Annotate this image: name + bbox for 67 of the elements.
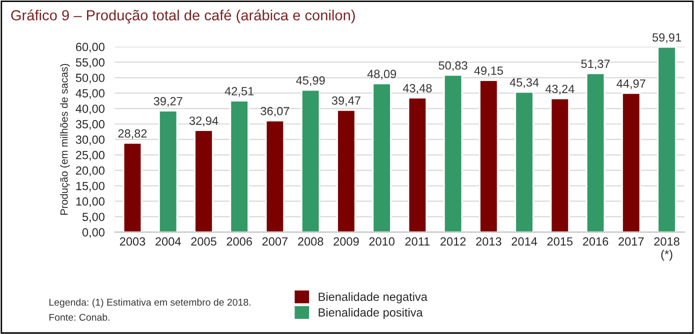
data-label: 39,27 xyxy=(154,97,182,107)
bar xyxy=(550,98,570,232)
x-tick-label: 2015 xyxy=(547,237,573,246)
data-label: 49,15 xyxy=(474,66,503,76)
legend-label: Bienalidade positiva xyxy=(318,308,423,319)
x-tick-label: 2009 xyxy=(334,237,359,246)
bar xyxy=(265,120,285,232)
x-tick-label: 2006 xyxy=(226,237,252,246)
y-tick-label: 45,00 xyxy=(76,89,104,99)
y-tick-label: 20,00 xyxy=(76,166,104,176)
legend-label: Bienalidade negativa xyxy=(318,292,428,304)
bar xyxy=(300,89,320,232)
y-tick-label: 35,00 xyxy=(76,120,104,130)
x-tick-label: 2014 xyxy=(512,237,538,246)
y-tick-label: 10,00 xyxy=(76,197,104,208)
bar xyxy=(657,46,676,232)
data-label: 43,48 xyxy=(402,84,432,94)
bar xyxy=(194,130,214,232)
data-label: 32,94 xyxy=(189,116,218,126)
x-tick-label: 2005 xyxy=(191,237,216,246)
data-label: 36,07 xyxy=(260,106,290,117)
data-label: 39,47 xyxy=(332,96,360,106)
y-tick-label: 25,00 xyxy=(76,150,104,161)
x-tick-label: 2008 xyxy=(298,237,324,246)
data-label: 45,34 xyxy=(510,78,539,88)
data-label: 50,83 xyxy=(438,61,468,72)
x-tick-label: 2007 xyxy=(262,237,288,246)
data-label: 28,82 xyxy=(118,129,147,140)
bar xyxy=(408,97,428,232)
x-tick-label: 2003 xyxy=(120,237,146,246)
bar xyxy=(336,109,356,232)
bar xyxy=(514,91,534,232)
y-tick-label: 5,00 xyxy=(82,212,104,222)
x-tick-label: 2018 (*) xyxy=(654,237,680,261)
y-tick-label: 50,00 xyxy=(76,74,104,84)
text: Legenda: (1) Estimativa em setembro de 2018. xyxy=(49,298,250,308)
bar xyxy=(122,142,142,232)
source-note: Fonte: Conab. xyxy=(49,314,110,321)
data-label: 45,99 xyxy=(296,76,325,86)
data-label: 51,37 xyxy=(581,60,610,70)
bar xyxy=(372,82,392,232)
chart-title: Gráfico 9 – Produção total de café (arábica e conilon) xyxy=(11,10,355,24)
x-tick-label: 2017 xyxy=(618,237,644,246)
y-tick-label: 55,00 xyxy=(76,58,104,68)
data-label: 44,97 xyxy=(616,79,646,90)
x-tick-label: 2016 xyxy=(582,237,608,246)
data-label: 59,91 xyxy=(652,33,681,44)
x-tick-label: 2011 xyxy=(405,237,430,246)
bar xyxy=(443,74,463,232)
y-tick-label: 15,00 xyxy=(76,182,104,192)
bar xyxy=(158,110,178,232)
data-label: 48,09 xyxy=(367,70,396,80)
bar xyxy=(622,92,641,232)
bar xyxy=(230,100,249,232)
y-tick-label: 40,00 xyxy=(76,104,104,114)
y-tick-label: 60,00 xyxy=(76,42,104,53)
x-tick-label: 2012 xyxy=(440,237,466,246)
x-tick-label: 2013 xyxy=(476,237,502,246)
y-tick-label: 0,00 xyxy=(82,228,104,238)
data-label: 43,24 xyxy=(545,84,574,95)
data-label: 42,51 xyxy=(224,87,254,97)
bar xyxy=(479,80,498,232)
bar xyxy=(586,72,606,232)
x-tick-label: 2010 xyxy=(369,237,394,246)
y-tick-label: 30,00 xyxy=(76,135,104,146)
x-tick-label: 2004 xyxy=(156,237,181,246)
y-axis-title: Produção (em milhões de sacas) xyxy=(60,64,70,215)
